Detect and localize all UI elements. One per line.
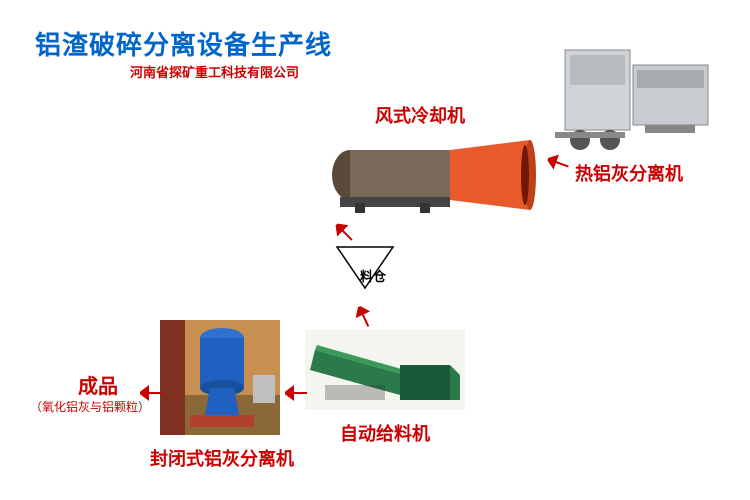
flow-arrow	[140, 380, 162, 401]
hopper-label: 料仓	[360, 266, 386, 285]
flow-arrow	[285, 380, 307, 401]
hot-separator-image	[555, 40, 725, 155]
product-label: 成品	[78, 370, 118, 399]
hot-separator-label: 热铝灰分离机	[575, 160, 683, 186]
feeder-label: 自动给料机	[340, 420, 430, 446]
page-subtitle: 河南省探矿重工科技有限公司	[130, 62, 299, 81]
cooler-label: 风式冷却机	[375, 102, 465, 128]
closed-separator-image	[160, 320, 280, 435]
flow-arrow	[331, 215, 361, 245]
page-title: 铝渣破碎分离设备生产线	[35, 25, 332, 62]
cooler-image	[320, 125, 540, 215]
closed-separator-label: 封闭式铝灰分离机	[150, 445, 294, 471]
flow-arrow	[352, 301, 380, 330]
feeder-image	[305, 330, 465, 410]
product-sublabel: （氧化铝灰与铝颗粒）	[30, 398, 150, 415]
